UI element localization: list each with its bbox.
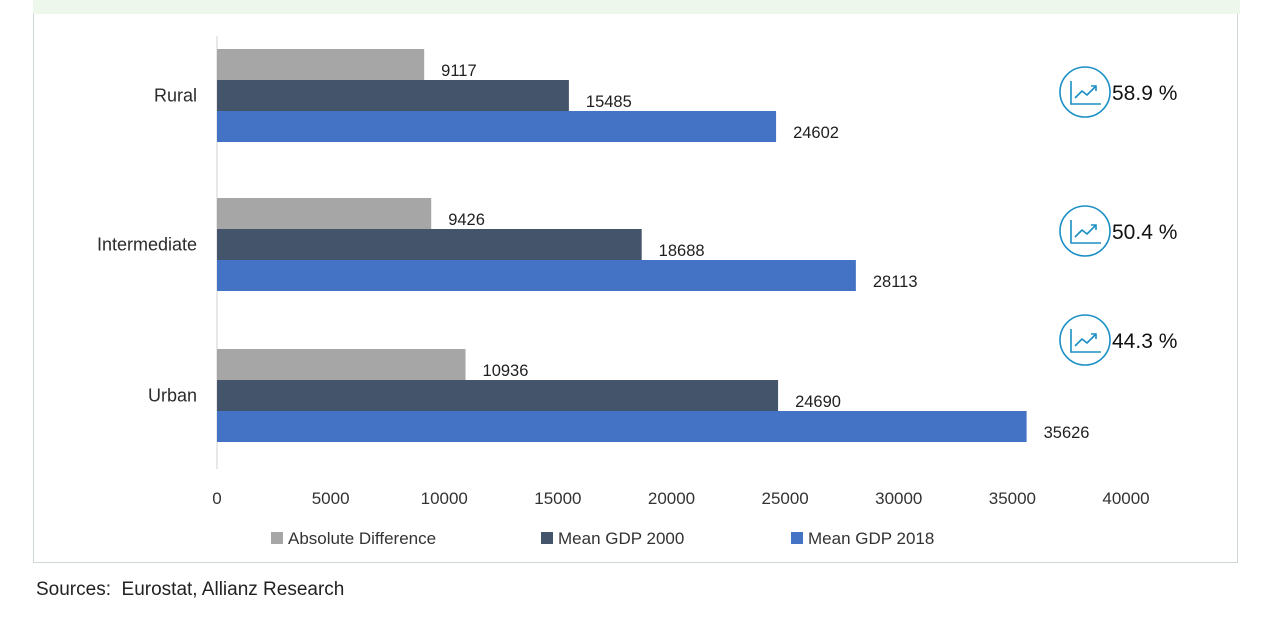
category-label-rural: Rural	[154, 86, 197, 106]
legend-swatch-absolute-difference	[271, 532, 283, 544]
trend-axes-icon	[1070, 220, 1101, 244]
x-tick-label: 5000	[312, 489, 350, 508]
bar-intermediate-absolute-difference	[217, 198, 432, 229]
legend-swatch-mean-gdp-2000	[541, 532, 553, 544]
growth-label-urban: 44.3 %	[1112, 330, 1177, 353]
bar-intermediate-mean-gdp-2000	[217, 229, 642, 260]
bar-rural-absolute-difference	[217, 49, 425, 80]
x-tick-label: 20000	[648, 489, 695, 508]
bar-intermediate-mean-gdp-2018	[217, 260, 856, 291]
category-label-intermediate: Intermediate	[97, 235, 197, 255]
x-tick-label: 0	[212, 489, 221, 508]
bar-chart: 9117 15485 24602 Rural 9426 18688 28113 Interme…	[97, 36, 1177, 548]
bar-urban-mean-gdp-2000	[217, 380, 779, 411]
value-label-intermediate-mean-gdp-2000: 18688	[659, 242, 705, 260]
x-tick-label: 30000	[875, 489, 922, 508]
growth-label-rural: 58.9 %	[1112, 82, 1177, 105]
value-label-rural-mean-gdp-2018: 24602	[793, 124, 839, 142]
x-tick-label: 35000	[989, 489, 1036, 508]
legend-label-mean-gdp-2018: Mean GDP 2018	[808, 529, 934, 548]
trend-arrowhead-icon	[1091, 333, 1097, 339]
x-tick-label: 10000	[421, 489, 468, 508]
trend-up-icon	[1074, 85, 1097, 99]
x-tick-label: 25000	[761, 489, 808, 508]
value-label-urban-mean-gdp-2018: 35626	[1044, 424, 1090, 442]
trend-axes-icon	[1070, 329, 1101, 353]
chart-frame: 9117 15485 24602 Rural 9426 18688 28113 Interme…	[33, 14, 1238, 563]
value-label-urban-absolute-difference: 10936	[483, 362, 529, 380]
bar-urban-absolute-difference	[217, 349, 466, 380]
x-tick-label: 40000	[1102, 489, 1149, 508]
bar-rural-mean-gdp-2018	[217, 111, 777, 142]
value-label-rural-mean-gdp-2000: 15485	[586, 93, 632, 111]
value-label-urban-mean-gdp-2000: 24690	[795, 393, 841, 411]
trend-up-icon	[1074, 333, 1097, 347]
growth-badge-circle	[1059, 205, 1111, 257]
growth-label-intermediate: 50.4 %	[1112, 221, 1177, 244]
legend-swatch-mean-gdp-2018	[791, 532, 803, 544]
bar-urban-mean-gdp-2018	[217, 411, 1027, 442]
category-label-urban: Urban	[148, 386, 197, 406]
bar-rural-mean-gdp-2000	[217, 80, 569, 111]
top-banner-strip	[33, 0, 1240, 14]
legend-label-mean-gdp-2000: Mean GDP 2000	[558, 529, 684, 548]
trend-axes-icon	[1070, 81, 1101, 105]
value-label-rural-absolute-difference: 9117	[441, 62, 476, 80]
growth-badge-circle	[1059, 66, 1111, 118]
source-note: Sources: Eurostat, Allianz Research	[36, 579, 345, 600]
trend-up-icon	[1074, 224, 1097, 238]
growth-badge-circle	[1059, 314, 1111, 366]
value-label-intermediate-mean-gdp-2018: 28113	[873, 273, 918, 291]
trend-arrowhead-icon	[1091, 85, 1097, 91]
value-label-intermediate-absolute-difference: 9426	[448, 211, 485, 229]
trend-arrowhead-icon	[1091, 224, 1097, 230]
legend-label-absolute-difference: Absolute Difference	[288, 529, 436, 548]
x-tick-label: 15000	[534, 489, 581, 508]
